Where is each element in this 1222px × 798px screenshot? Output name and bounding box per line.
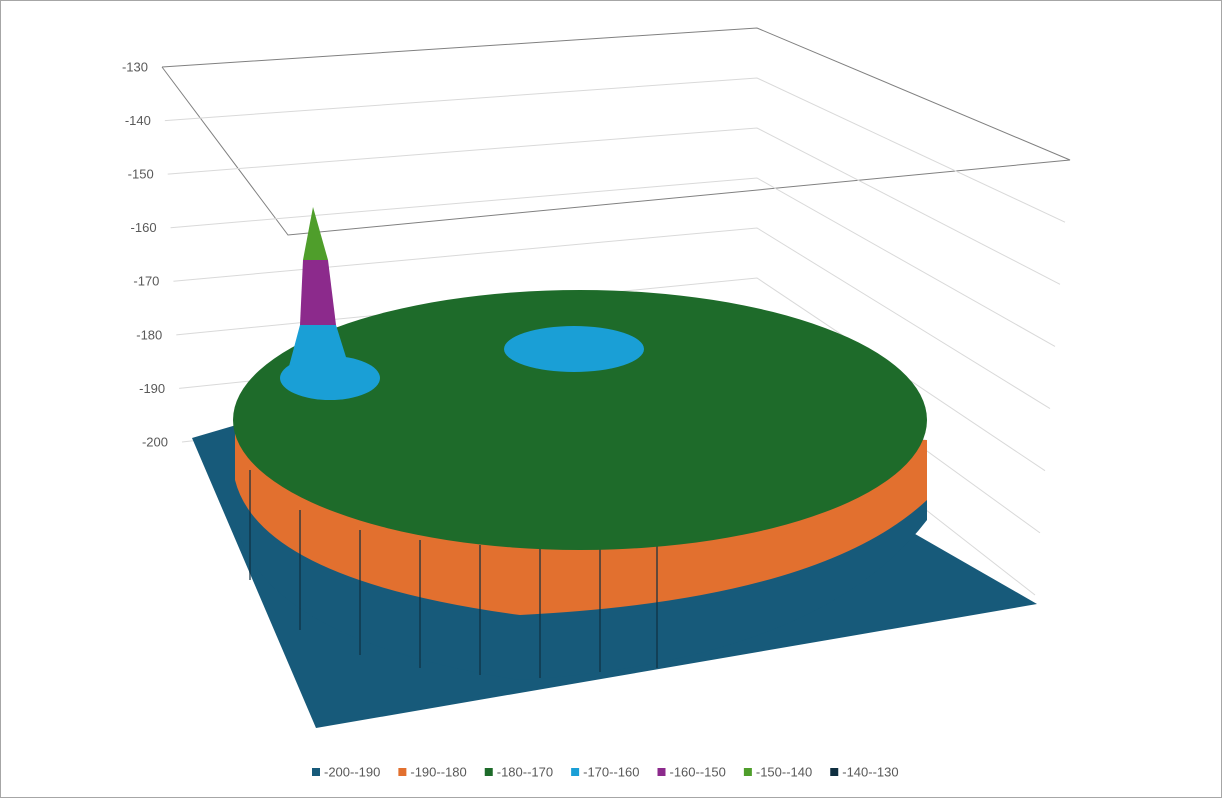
grid-line — [173, 227, 1051, 409]
legend-label: -190--180 — [410, 764, 466, 779]
grid — [161, 27, 1071, 596]
surface — [192, 207, 1037, 728]
legend-label: -180--170 — [497, 764, 553, 779]
legend-swatch — [830, 768, 839, 776]
spike-lower — [288, 325, 350, 370]
spike-top — [303, 207, 328, 260]
grid-line — [164, 77, 1066, 223]
axis: -130 -140 -150 -160 -170 -180 -190 -200 — [122, 59, 168, 449]
grid-line — [167, 127, 1061, 285]
surface-top — [233, 290, 927, 550]
legend-label: -170--160 — [583, 764, 639, 779]
spike-mid — [300, 260, 336, 325]
legend-swatch — [312, 768, 320, 776]
grid-line — [176, 277, 1046, 472]
legend-label: -150--140 — [756, 764, 812, 779]
top-plane — [161, 27, 1071, 236]
legend-label: -160--150 — [670, 764, 726, 779]
z-tick-label: -180 — [136, 327, 162, 342]
legend-label: -140--130 — [842, 764, 898, 779]
legend-swatch — [484, 768, 493, 776]
legend-swatch — [657, 768, 666, 776]
surface-spot — [504, 326, 644, 372]
legend-swatch — [571, 768, 580, 776]
z-tick-label: -160 — [131, 220, 157, 235]
z-tick-label: -140 — [125, 113, 151, 128]
legend-label: -200--190 — [324, 764, 380, 779]
z-tick-label: -190 — [139, 381, 165, 396]
legend: -200--190 -190--180 -180--170 -170--160 -160… — [312, 764, 899, 779]
z-tick-label: -200 — [142, 434, 168, 449]
z-tick-label: -170 — [133, 274, 159, 289]
z-tick-label: -130 — [122, 59, 148, 74]
legend-swatch — [398, 768, 407, 776]
surface-ridges — [249, 470, 658, 678]
grid-line — [170, 177, 1056, 347]
z-tick-label: -150 — [128, 167, 154, 182]
legend-swatch — [743, 768, 752, 776]
